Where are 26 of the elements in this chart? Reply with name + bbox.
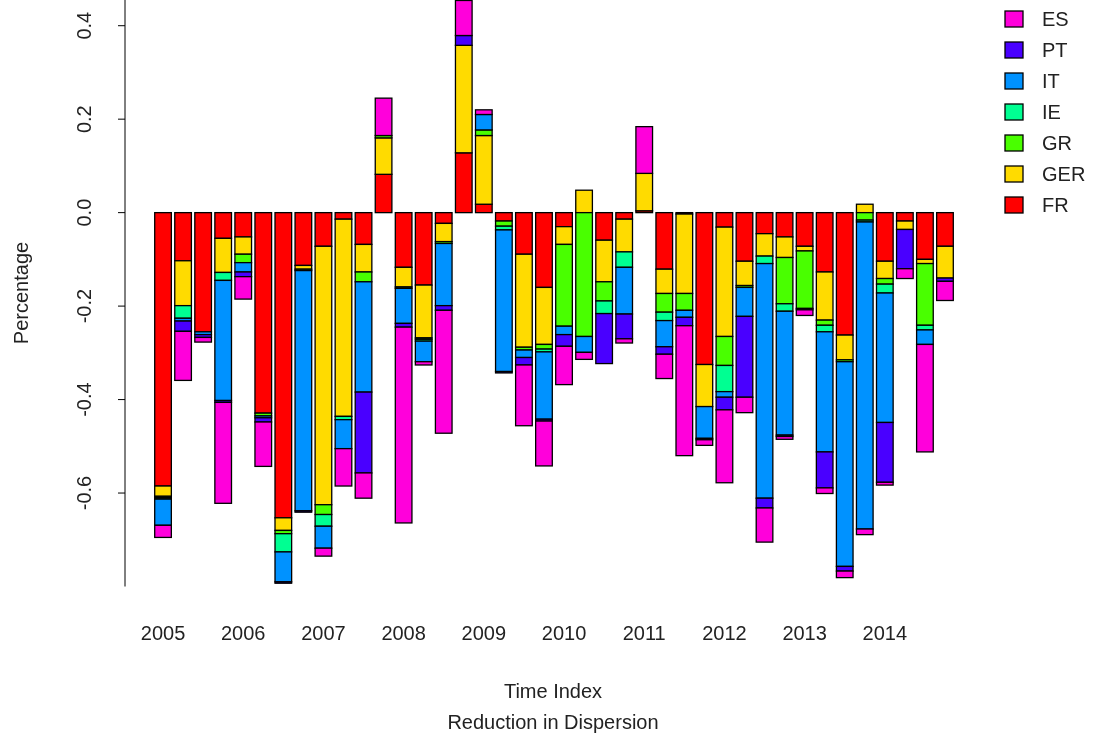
x-tick-label: 2006 bbox=[220, 622, 266, 644]
y-tick-label: 0.0 bbox=[73, 198, 95, 227]
y-axis-title: Percentage bbox=[10, 241, 32, 345]
x-tick-label: 2008 bbox=[381, 622, 426, 644]
y-tick-label: -0.2 bbox=[73, 288, 95, 324]
y-tick-label: 0.4 bbox=[73, 11, 95, 40]
y-tick-label: 0.2 bbox=[73, 105, 95, 134]
legend-label: IT bbox=[1042, 70, 1060, 92]
x-tick-label: 2013 bbox=[782, 622, 827, 644]
x-tick-label: 2014 bbox=[862, 622, 908, 644]
x-tick-label: 2010 bbox=[541, 622, 587, 644]
y-tick-label: -0.6 bbox=[73, 475, 95, 511]
legend-label: GER bbox=[1042, 163, 1086, 185]
x-axis-title: Time Index bbox=[503, 680, 603, 702]
legend-label: ES bbox=[1042, 8, 1069, 30]
y-tick-label: -0.4 bbox=[73, 382, 95, 417]
text: Reduction in Dispersion bbox=[447, 711, 659, 733]
legend-label: GR bbox=[1042, 132, 1072, 154]
x-tick-label: 2011 bbox=[622, 622, 666, 644]
x-tick-label: 2005 bbox=[140, 622, 186, 644]
legend-label: PT bbox=[1042, 39, 1068, 61]
x-tick-label: 2012 bbox=[702, 622, 747, 644]
x-tick-label: 2007 bbox=[301, 622, 346, 644]
legend-label: IE bbox=[1042, 101, 1061, 123]
legend-label: FR bbox=[1042, 194, 1069, 216]
x-tick-label: 2009 bbox=[461, 622, 507, 644]
